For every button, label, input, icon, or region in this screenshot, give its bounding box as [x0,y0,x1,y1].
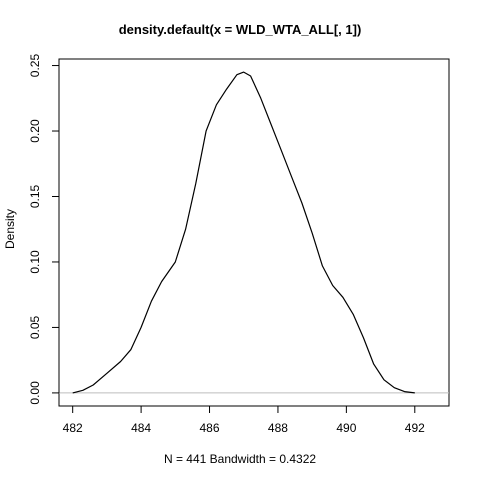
y-tick-label: 0.10 [28,250,42,274]
x-tick-label: 482 [63,421,83,435]
x-tick-label: 488 [268,421,288,435]
density-curve [72,71,415,394]
x-axis-label: N = 441 Bandwidth = 0.4322 [163,452,317,466]
y-tick-label: 0.20 [28,119,42,143]
x-tick-label: 490 [336,421,356,435]
plot-frame [58,58,450,407]
x-tick-label: 492 [405,421,425,435]
x-tick-label: 486 [200,421,220,435]
y-tick-label: 0.25 [28,54,42,78]
chart-title: density.default(x = WLD_WTA_ALL[, 1]) [118,22,362,37]
x-tick-label: 484 [131,421,151,435]
y-tick-label: 0.15 [28,184,42,208]
y-tick-label: 0.05 [28,315,42,339]
y-tick-label: 0.00 [28,381,42,405]
